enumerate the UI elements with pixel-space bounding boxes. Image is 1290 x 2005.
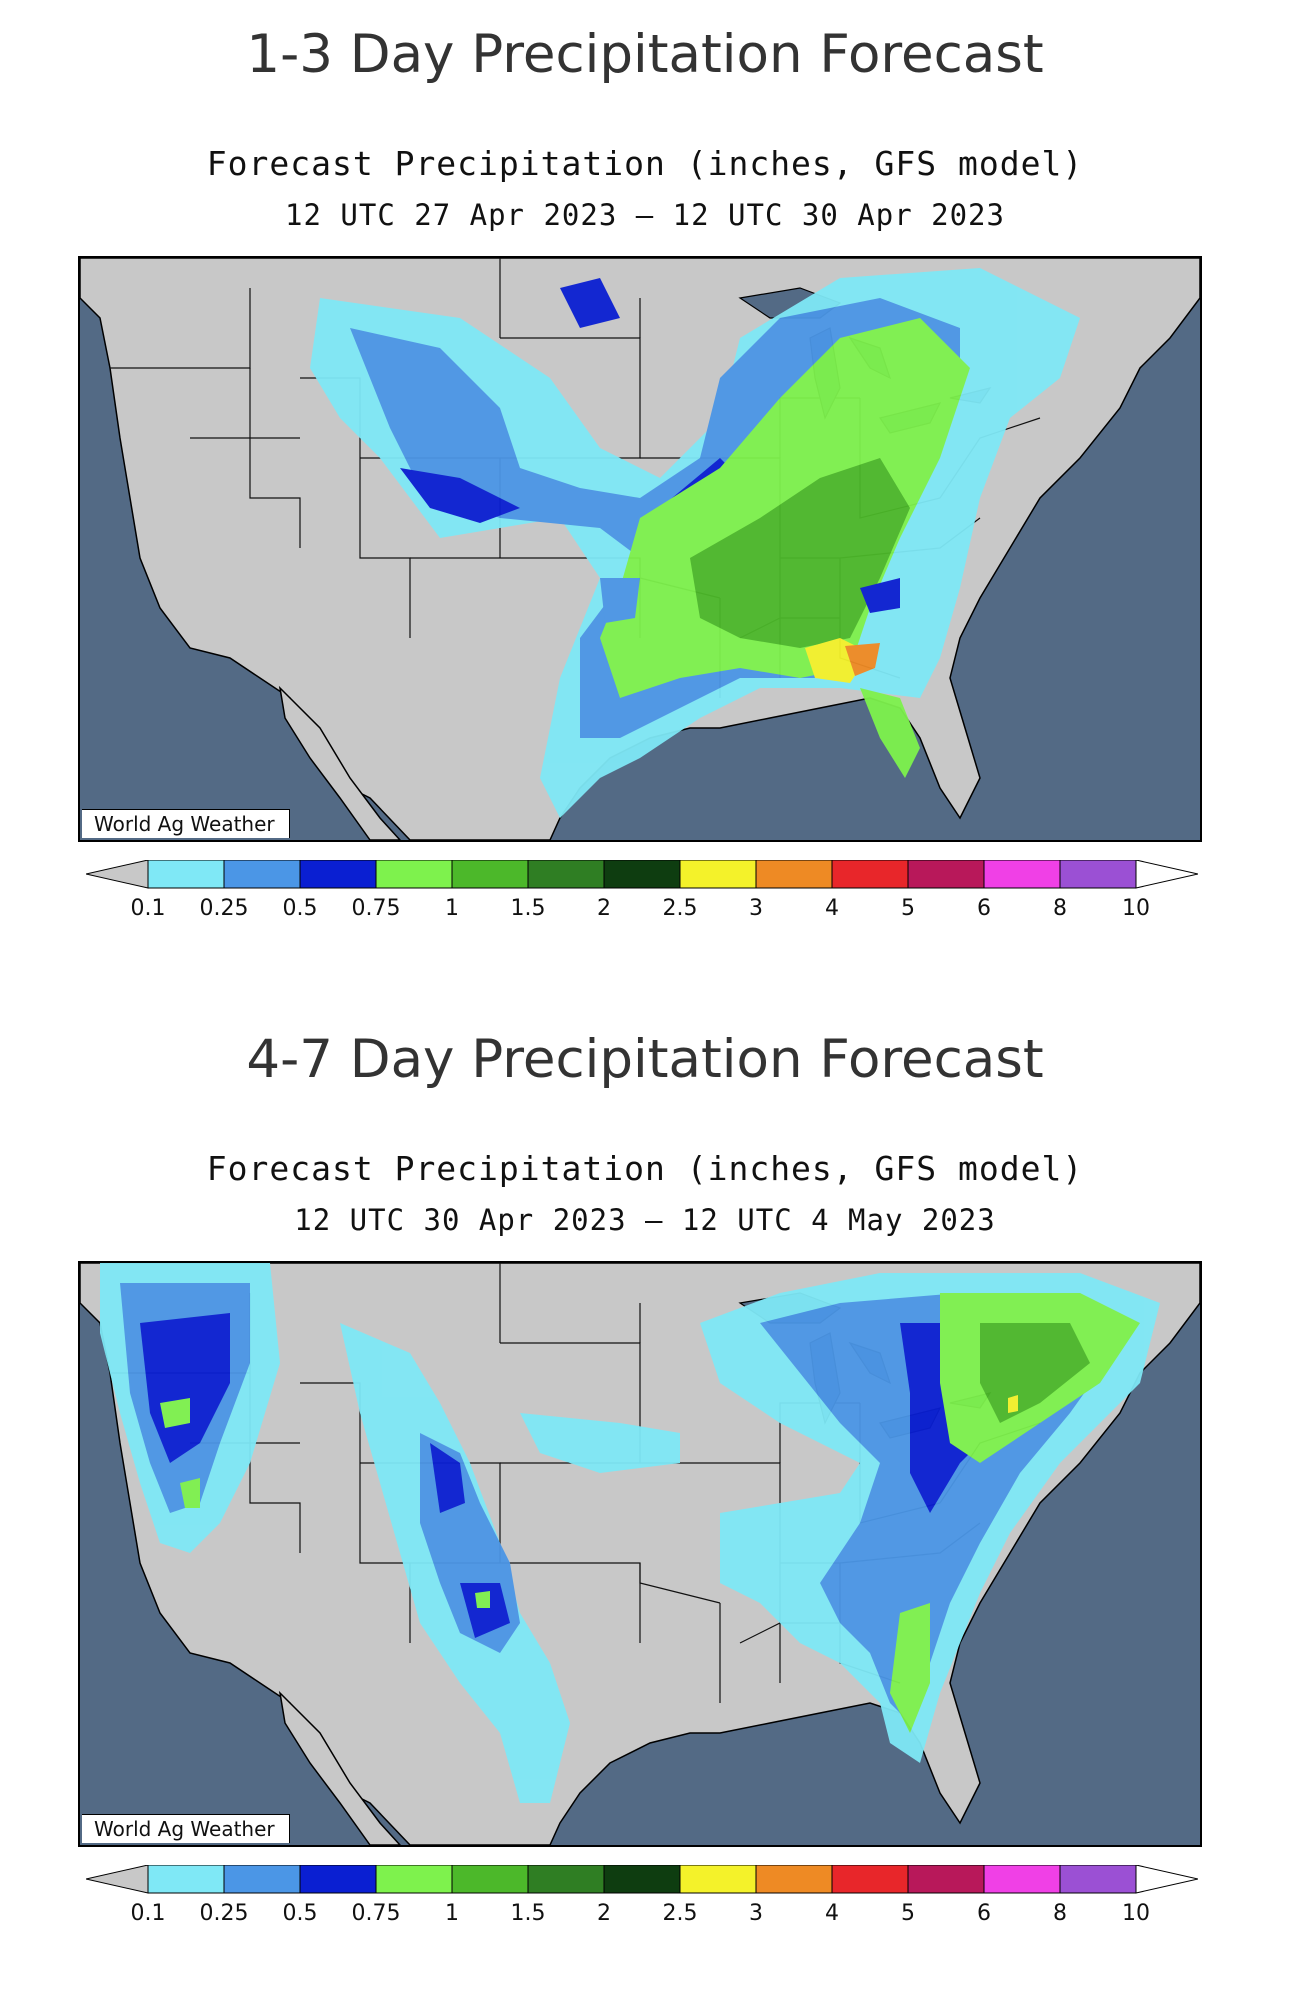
scale-tick-label: 0.5: [282, 896, 318, 921]
scale-tick-label: 2: [597, 1901, 611, 1926]
scale-tick-label: 6: [977, 1901, 991, 1926]
scale-bin: [983, 1865, 1061, 1894]
scale-bin: [375, 860, 453, 889]
color-scale-bar: [86, 1865, 1198, 1894]
precipitation-shading: [100, 1263, 1160, 1803]
precipitation-shading: [310, 268, 1080, 818]
precipitation-map: World Ag Weather: [78, 256, 1202, 842]
scale-bin: [86, 860, 149, 889]
scale-tick-label: 2: [597, 896, 611, 921]
scale-bin: [983, 860, 1061, 889]
scale-bin: [299, 1865, 377, 1894]
scale-bin: [375, 1865, 453, 1894]
scale-bin: [147, 1865, 225, 1894]
map-credit: World Ag Weather: [82, 1814, 290, 1843]
panel-heading: 1-3 Day Precipitation Forecast: [246, 24, 1044, 85]
scale-bin: [1135, 1865, 1198, 1894]
color-scale-legend: 0.1 0.25 0.5 0.75 1 1.5 2 2.5 3 4 5 6 8 10: [86, 860, 1198, 930]
baja-peninsula: [278, 685, 402, 840]
scale-bin: [831, 1865, 909, 1894]
scale-bin: [679, 1865, 757, 1894]
scale-tick-label: 6: [977, 896, 991, 921]
scale-tick-label: 5: [901, 1901, 915, 1926]
scale-tick-label: 0.1: [130, 1901, 166, 1926]
scale-tick-label: 3: [749, 896, 763, 921]
scale-tick-label: 0.25: [199, 1901, 249, 1926]
map-title: Forecast Precipitation (inches, GFS mode…: [206, 144, 1084, 183]
scale-tick-label: 4: [825, 896, 839, 921]
forecast-panel-4-7-day: 4-7 Day Precipitation Forecast Forecast …: [0, 1005, 1290, 2005]
scale-tick-label: 8: [1053, 1901, 1067, 1926]
map-title: Forecast Precipitation (inches, GFS mode…: [206, 1149, 1084, 1188]
scale-bin: [86, 1865, 149, 1894]
scale-tick-label: 0.5: [282, 1901, 318, 1926]
precipitation-map: World Ag Weather: [78, 1261, 1202, 1847]
scale-tick-label: 10: [1122, 1901, 1150, 1926]
map-graphic: [80, 258, 1200, 840]
scale-bin: [527, 860, 605, 889]
scale-bin: [147, 860, 225, 889]
scale-tick-label: 1.5: [510, 1901, 546, 1926]
map-valid-period: 12 UTC 27 Apr 2023 – 12 UTC 30 Apr 2023: [285, 198, 1005, 232]
scale-tick-label: 10: [1122, 896, 1150, 921]
color-scale-bar: [86, 860, 1198, 889]
scale-bin: [1059, 1865, 1137, 1894]
color-scale-legend: 0.1 0.25 0.5 0.75 1 1.5 2 2.5 3 4 5 6 8 10: [86, 1865, 1198, 1935]
scale-tick-label: 1.5: [510, 896, 546, 921]
scale-tick-label: 2.5: [662, 1901, 698, 1926]
map-graphic: [80, 1263, 1200, 1845]
scale-bin: [527, 1865, 605, 1894]
scale-bin: [223, 1865, 301, 1894]
scale-bin: [1059, 860, 1137, 889]
scale-bin: [223, 860, 301, 889]
forecast-panel-1-3-day: 1-3 Day Precipitation Forecast Forecast …: [0, 0, 1290, 1000]
scale-tick-label: 5: [901, 896, 915, 921]
scale-bin: [755, 1865, 833, 1894]
scale-bin: [451, 860, 529, 889]
map-valid-period: 12 UTC 30 Apr 2023 – 12 UTC 4 May 2023: [294, 1203, 996, 1237]
scale-tick-label: 0.25: [199, 896, 249, 921]
scale-tick-label: 1: [445, 896, 459, 921]
scale-tick-label: 0.75: [351, 896, 401, 921]
scale-tick-label: 2.5: [662, 896, 698, 921]
scale-tick-label: 1: [445, 1901, 459, 1926]
scale-bin: [603, 860, 681, 889]
scale-bin: [907, 860, 985, 889]
panel-heading: 4-7 Day Precipitation Forecast: [246, 1029, 1044, 1090]
scale-bin: [831, 860, 909, 889]
scale-tick-label: 3: [749, 1901, 763, 1926]
scale-tick-label: 4: [825, 1901, 839, 1926]
scale-bin: [299, 860, 377, 889]
scale-tick-label: 8: [1053, 896, 1067, 921]
baja-peninsula: [278, 1690, 402, 1845]
scale-bin: [679, 860, 757, 889]
scale-bin: [907, 1865, 985, 1894]
scale-tick-label: 0.1: [130, 896, 166, 921]
scale-bin: [1135, 860, 1198, 889]
scale-bin: [603, 1865, 681, 1894]
scale-bin: [451, 1865, 529, 1894]
map-credit: World Ag Weather: [82, 809, 290, 838]
scale-bin: [755, 860, 833, 889]
scale-tick-label: 0.75: [351, 1901, 401, 1926]
